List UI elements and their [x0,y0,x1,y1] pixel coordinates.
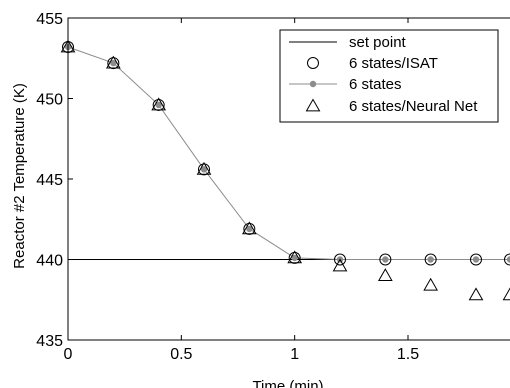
y-tick-label: 450 [36,92,63,109]
legend-label: 6 states/Neural Net [349,98,478,115]
y-tick-label: 445 [36,172,63,189]
six-states-point [155,101,162,109]
neural-net-point [377,268,393,281]
legend-label: 6 states [349,76,402,93]
y-tick-label: 440 [36,253,63,270]
neural-net-point [287,250,303,264]
neural-net-point [241,221,257,235]
neural-net-point [423,277,439,291]
x-tick-label: 0.5 [170,346,192,363]
legend-swatch-six-states-dot [309,80,317,88]
legend-swatch-isat [307,57,319,69]
legend-label: 6 states/ISAT [349,55,438,72]
isat-point [334,253,346,266]
x-tick-label: 1.5 [397,346,419,363]
y-tick-label: 435 [36,333,63,350]
neural-net-point [196,161,212,175]
six-states-point [200,166,208,173]
six-states-point [246,225,253,233]
y-axis-label: Reactor #2 Temperature (K) [11,83,28,269]
neural-net-point [502,287,510,301]
x-tick-label: 0 [64,346,73,363]
legend-label: set point [349,34,407,51]
axes: 0 0.5 1 1.5 435 440 445 450 455 [36,11,510,363]
six-states-point [427,256,434,263]
neural-net-point [332,258,348,272]
six-states-point [291,254,298,262]
legend: set point 6 states/ISAT 6 states 6 states/N… [279,29,499,123]
six-states-point [382,256,389,263]
isat-point [424,253,437,266]
six-states-point [472,256,480,263]
isat-point [379,253,392,266]
six-states-point [506,256,510,263]
neural-net-point [151,97,167,111]
isat-point [470,253,482,266]
plot-area [60,39,510,301]
isat-point [504,253,510,266]
x-axis-label: Time (min) [252,378,323,388]
six-states-point [110,59,117,67]
y-tick-label: 455 [36,11,63,28]
legend-swatch-neural-net [305,98,321,112]
x-tick-label: 1 [290,346,299,363]
neural-net-point [468,287,484,301]
neural-net-point [105,55,121,69]
legend-box [279,29,499,123]
